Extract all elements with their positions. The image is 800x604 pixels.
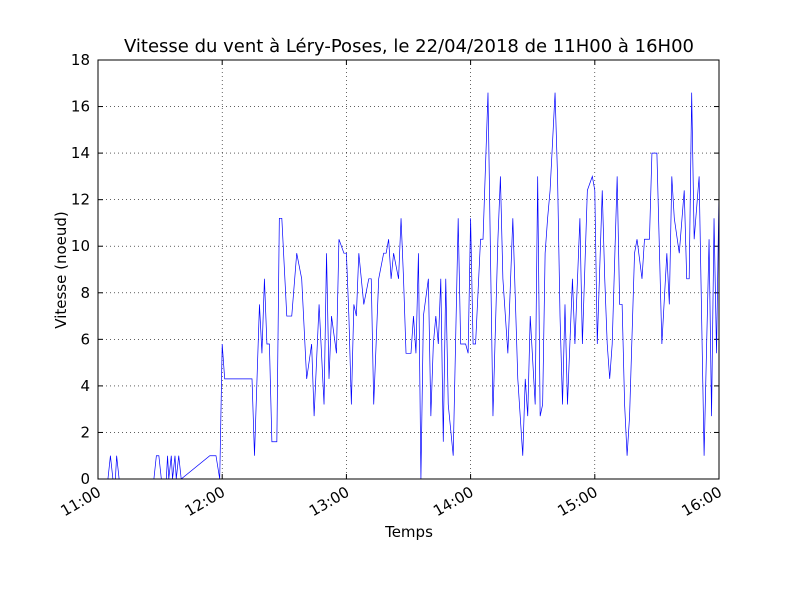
- wind-speed-line: [98, 92, 719, 479]
- x-axis-label: Temps: [384, 523, 433, 541]
- y-tick-label: 0: [80, 470, 90, 488]
- y-tick-label: 6: [80, 330, 90, 348]
- plot-frame: [97, 59, 720, 480]
- y-tick-label: 10: [71, 237, 90, 255]
- y-axis-label: Vitesse (noeud): [52, 211, 70, 328]
- chart-title: Vitesse du vent à Léry-Poses, le 22/04/2…: [124, 36, 694, 57]
- y-tick-label: 16: [71, 98, 90, 116]
- y-tick-label: 2: [80, 423, 90, 441]
- y-tick-label: 4: [80, 377, 90, 395]
- y-tick-label: 12: [71, 191, 90, 209]
- y-tick-label: 8: [80, 284, 90, 302]
- y-tick-label: 18: [71, 51, 90, 69]
- y-tick-label: 14: [71, 144, 90, 162]
